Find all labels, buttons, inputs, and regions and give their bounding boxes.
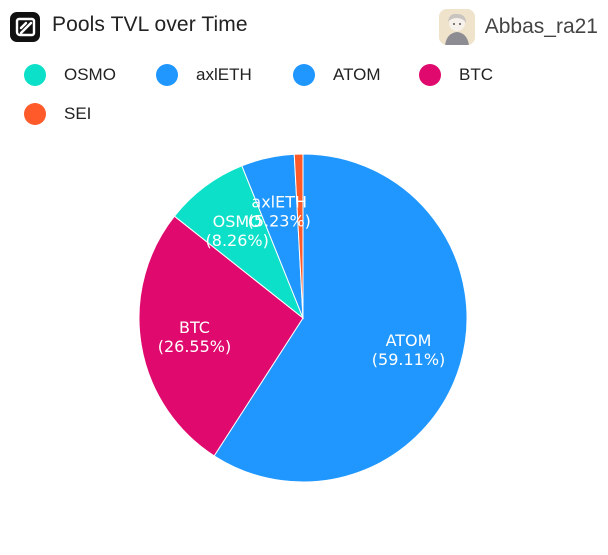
user-avatar-icon[interactable] xyxy=(438,9,475,45)
legend-label: BTC xyxy=(459,65,493,84)
slice-label-atom: ATOM xyxy=(386,331,432,350)
slice-label-osmo: OSMO xyxy=(213,212,262,231)
legend-item-atom[interactable]: ATOM xyxy=(293,62,381,88)
slice-percent-btc: (26.55%) xyxy=(158,337,232,356)
pie-slice-sei[interactable] xyxy=(293,153,304,319)
chart-title: Pools TVL over Time xyxy=(52,13,248,36)
legend-swatch xyxy=(419,64,441,86)
user-profile[interactable]: Abbas_ra21 xyxy=(438,8,598,46)
slice-label-axleth: axlETH xyxy=(251,193,307,212)
legend-swatch xyxy=(24,103,46,125)
legend-item-btc[interactable]: BTC xyxy=(419,62,493,88)
legend-label: ATOM xyxy=(333,65,381,84)
legend-item-sei[interactable]: SEI xyxy=(24,101,91,127)
legend-swatch xyxy=(24,64,46,86)
legend-swatch xyxy=(156,64,178,86)
legend-label: SEI xyxy=(64,104,92,123)
legend-label: axlETH xyxy=(196,65,252,84)
slice-percent-axleth: (5.23%) xyxy=(248,212,311,231)
legend-item-osmo[interactable]: OSMO xyxy=(24,62,116,88)
chart-header: Pools TVL over Time Abbas_ra21 xyxy=(0,0,608,52)
legend-swatch xyxy=(293,64,315,86)
pie-chart: ATOM(59.11%) BTC(26.55%) OSMO(8.26%) axlETH… xyxy=(138,153,468,483)
pie-slice-btc[interactable] xyxy=(138,215,304,457)
slice-percent-atom: (59.11%) xyxy=(372,350,446,369)
legend-label: OSMO xyxy=(64,65,116,84)
slice-label-btc: BTC xyxy=(179,318,210,337)
slice-percent-osmo: (8.26%) xyxy=(206,231,269,250)
app-logo-icon[interactable] xyxy=(10,12,40,42)
username: Abbas_ra21 xyxy=(484,15,598,38)
legend-item-axleth[interactable]: axlETH xyxy=(156,62,252,88)
pie-slice-atom[interactable] xyxy=(213,153,468,483)
